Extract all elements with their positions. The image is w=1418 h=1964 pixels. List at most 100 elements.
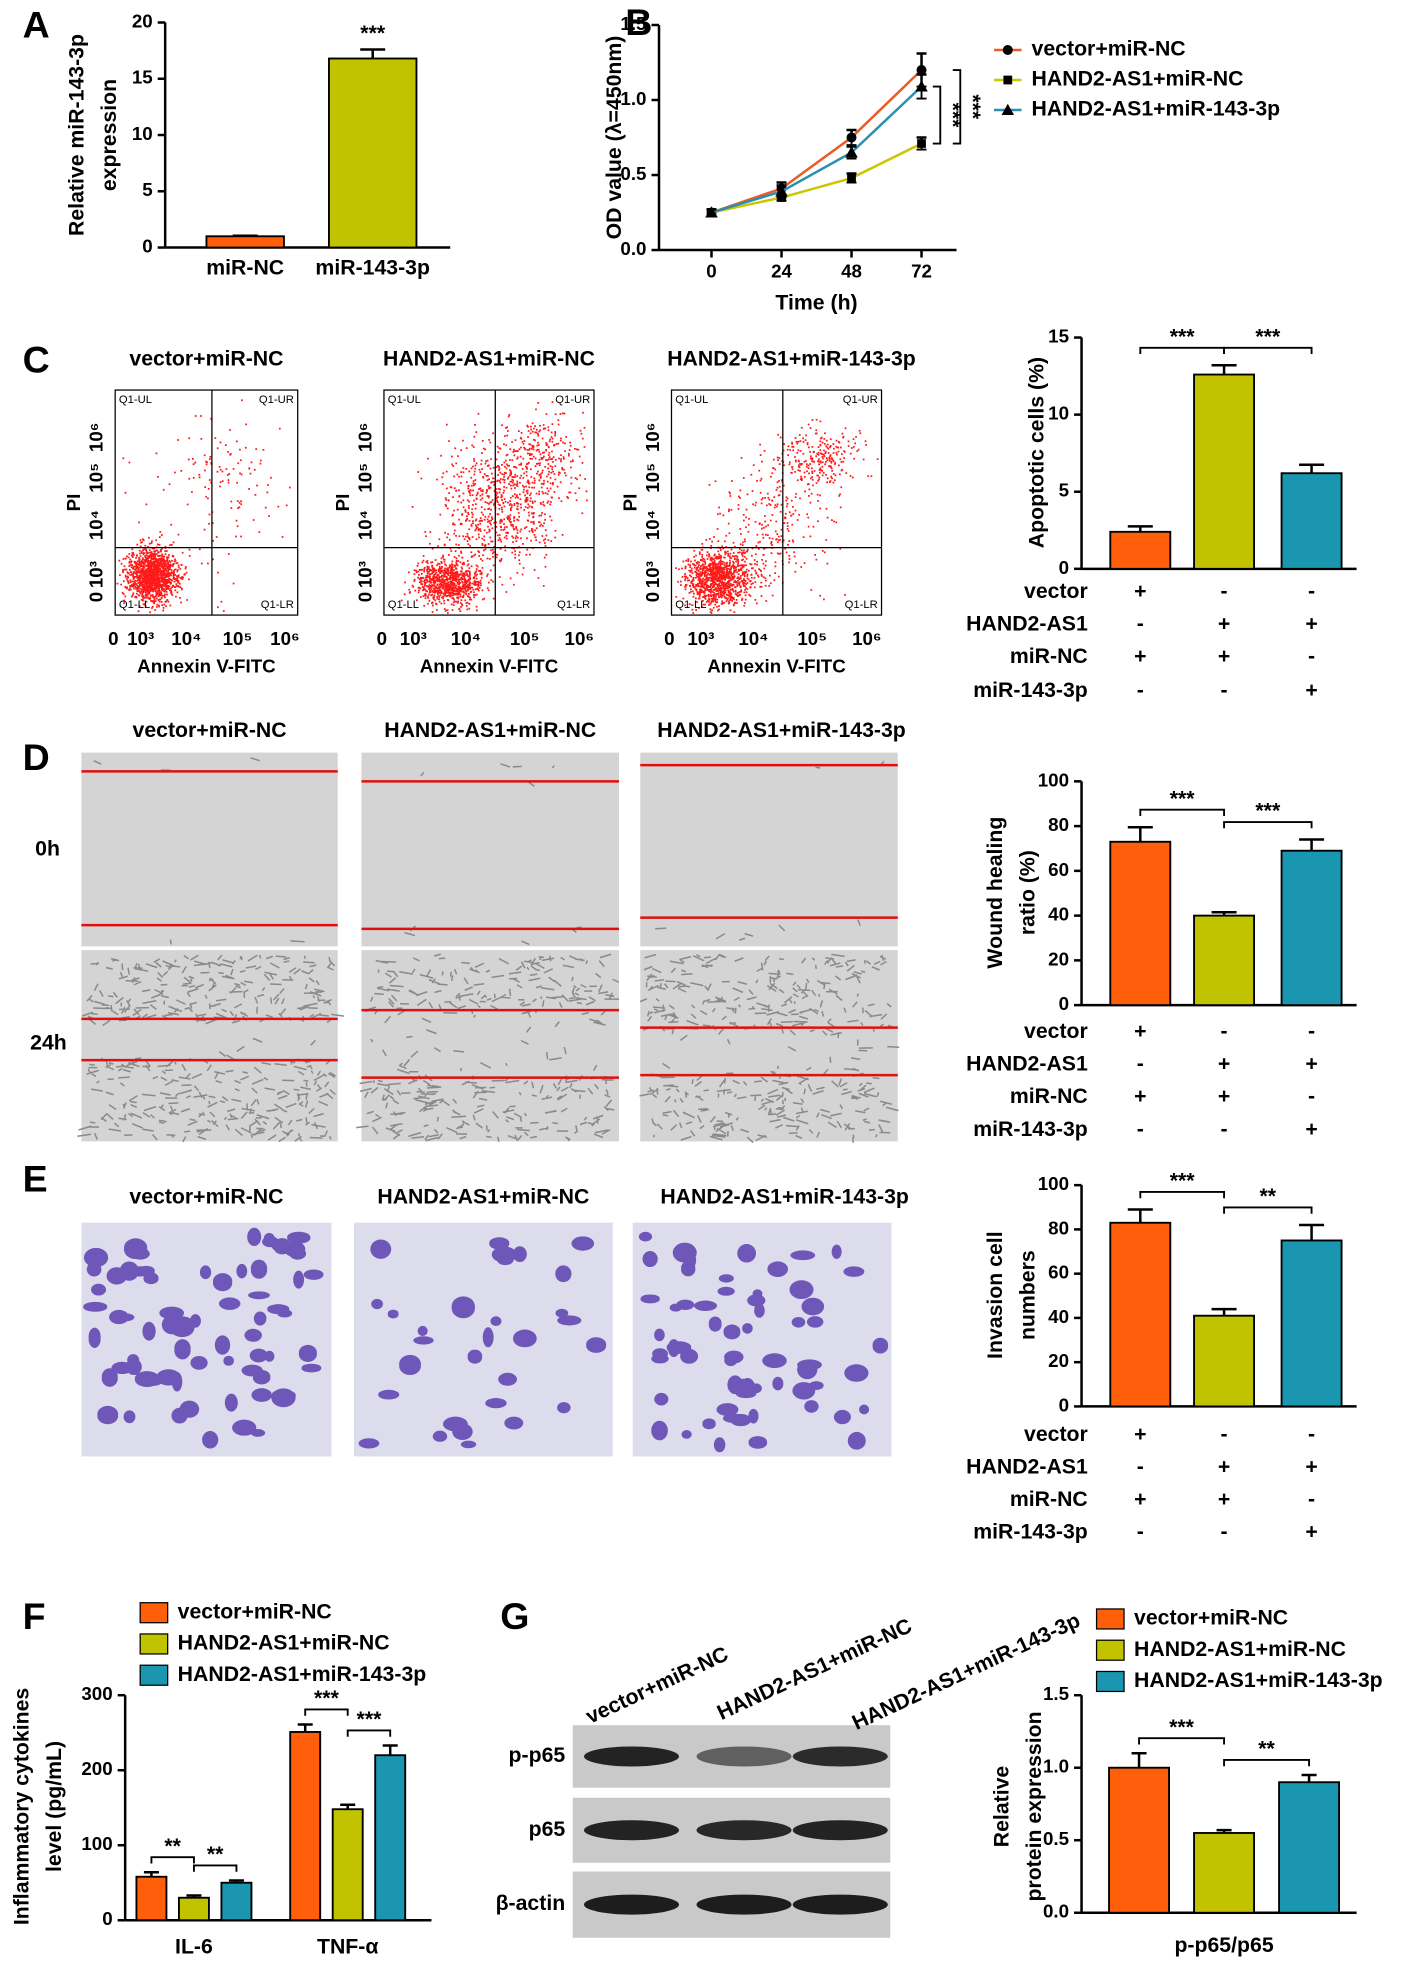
marker [917,139,926,148]
flow-y-tick-label: 0 [86,592,107,602]
condition-sign: - [1308,1019,1315,1043]
y-tick-label: 1.5 [620,13,646,34]
significance-label: ** [1260,1184,1277,1208]
significance-label: *** [1170,324,1196,348]
flow-y-tick-label: 10³ [642,561,663,588]
scatter-dots [400,401,588,614]
y-tick-label: 0 [142,235,152,256]
bar [1193,373,1256,570]
legend-label: vector+miR-NC [1134,1606,1288,1630]
flow-y-tick-label: 0 [642,592,663,602]
significance-bracket [304,1708,349,1716]
condition-sign: + [1218,1084,1230,1108]
legend-label: HAND2-AS1+miR-NC [178,1631,390,1655]
condition-sign: - [1221,678,1228,702]
time-label: 0h [35,837,60,861]
x-tick-label: 0 [706,260,716,281]
legend-label: HAND2-AS1+miR-143-3p [1032,97,1281,121]
flow-x-tick-label: 10⁵ [797,628,827,649]
condition-label: miR-143-3p [973,678,1088,702]
marker [1003,75,1013,85]
wound-image [81,950,338,1142]
error-bar [1127,525,1153,532]
flow-x-tick-label: 10⁵ [510,628,540,649]
y-tick-label: 0.0 [620,238,646,259]
y-tick-label: 0 [1059,1394,1069,1415]
invasion-image [81,1222,332,1457]
blot-band [583,1894,679,1915]
y-tick-label: 40 [1048,904,1069,925]
y-tick-label: 300 [81,1683,112,1704]
condition-label: vector [1024,579,1088,603]
legend-label: HAND2-AS1+miR-143-3p [1134,1668,1383,1692]
y-axis-label: Relative miR-143-3p [64,34,88,236]
blot-band [583,1746,679,1767]
blot-band [696,1746,792,1767]
bar [205,235,285,249]
y-tick-label: 80 [1048,1217,1069,1238]
cell-texture [639,953,900,1144]
y-tick-label: 0 [1059,993,1069,1014]
condition-sign: - [1308,1422,1315,1446]
quadrant-label: Q1-UR [259,394,294,406]
flow-title: HAND2-AS1+miR-143-3p [667,347,916,371]
condition-sign: - [1137,1454,1144,1478]
legend-swatch [1095,1639,1125,1661]
series-line [711,69,923,214]
bar [374,1754,407,1922]
significance-label: *** [1170,786,1196,810]
y-tick-label: 40 [1048,1306,1069,1327]
panel-letter: E [23,1157,48,1199]
series-line [711,142,923,214]
quadrant-label: Q1-LR [261,599,294,611]
flow-x-tick-label: 10⁴ [738,628,768,649]
condition-sign: + [1305,612,1317,636]
y-tick-label: 200 [81,1758,112,1779]
y-axis-label: Relative [989,1766,1013,1848]
significance-bracket [192,1864,238,1872]
x-tick-label: 24 [771,260,792,281]
stained-cells [638,1231,889,1453]
error-bar [297,1723,313,1732]
condition-label: miR-NC [1010,1487,1088,1511]
flow-x-tick-label: 10⁴ [451,628,481,649]
significance-bracket [1223,1206,1313,1214]
x-tick-label: TNF-α [317,1934,378,1958]
y-axis-label: OD value (λ=450nm) [602,36,626,240]
wound-image [81,752,338,947]
condition-label: vector [1024,1019,1088,1043]
cell-texture [655,760,885,941]
y-tick-label: 1.0 [1043,1756,1069,1777]
flow-y-label: PI [619,494,640,512]
flow-y-tick-label: 10⁶ [86,423,107,452]
marker [846,132,857,143]
flow-y-label: PI [332,494,353,512]
blot-row-label: β-actin [496,1891,566,1915]
condition-sign: + [1218,1487,1230,1511]
condition-sign: + [1305,678,1317,702]
condition-sign: - [1137,1052,1144,1076]
flow-x-tick-label: 10³ [400,628,427,649]
legend-label: vector+miR-NC [1032,37,1186,61]
significance-bracket [1139,1191,1226,1199]
significance-bracket [1223,1759,1311,1767]
bar [135,1875,168,1922]
wound-image [640,752,898,947]
significance-label: *** [1170,1169,1196,1193]
wound-image [361,752,619,947]
condition-sign: + [1305,1454,1317,1478]
condition-sign: + [1134,1084,1146,1108]
y-axis-label: numbers [1016,1250,1040,1340]
condition-label: vector [1024,1422,1088,1446]
bar [1193,914,1256,1007]
panel-letter: F [23,1595,46,1637]
flow-x-tick-label: 10⁶ [852,628,882,649]
condition-sign: + [1218,612,1230,636]
condition-label: HAND2-AS1 [966,1052,1088,1076]
condition-sign: + [1218,644,1230,668]
y-tick-label: 100 [1038,769,1069,790]
y-tick-label: 60 [1048,859,1069,880]
invasion-title: HAND2-AS1+miR-NC [377,1184,589,1208]
bar [177,1896,210,1922]
condition-label: miR-NC [1010,644,1088,668]
